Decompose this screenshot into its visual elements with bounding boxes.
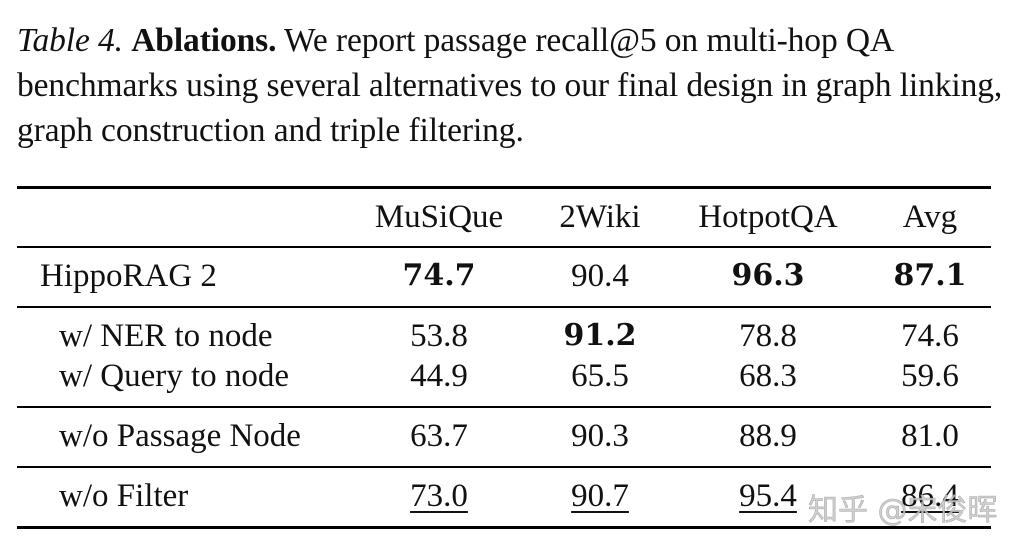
row-rule-2 [17,406,991,408]
cell-passage-2wiki: 90.3 [571,418,629,454]
cell-hipporag2-2wiki: 90.4 [571,258,629,294]
cell-filter-2wiki: 90.7 [525,476,675,516]
cell-filter-avg-value: 86.4 [901,478,959,514]
row-label-ner-to-node: w/ NER to node [59,318,273,354]
watermark: 知乎 @宋俊晖 [808,493,998,529]
bottom-rule [17,526,991,529]
cell-filter-musique-value: 73.0 [410,478,468,514]
cell-filter-musique: 73.0 [364,476,514,516]
caption-title: Ablations. [131,22,277,59]
cell-filter-hotpotqa: 95.4 [693,476,843,516]
cell-filter-2wiki-value: 90.7 [571,478,629,514]
cell-ner-avg: 74.6 [901,318,959,354]
caption-text: We report passage recall@5 on multi-hop … [17,22,1003,149]
cell-ner-hotpotqa: 78.8 [739,318,797,354]
cell-query-avg: 59.6 [901,358,959,394]
cell-hipporag2-hotpotqa: 96.3 [731,258,805,293]
row-rule-3 [17,466,991,468]
column-header-2wiki: 2Wiki [559,199,641,235]
cell-hipporag2-avg: 87.1 [893,258,967,293]
column-header-hotpotqa: HotpotQA [698,199,838,235]
header-rule [17,246,991,248]
cell-filter-avg: 86.4 [855,476,1005,516]
cell-passage-musique: 63.7 [410,418,468,454]
caption-label: Table 4. [17,22,123,59]
cell-query-hotpotqa: 68.3 [739,358,797,394]
row-label-query-to-node: w/ Query to node [59,358,290,394]
top-rule [17,186,991,189]
cell-ner-musique: 53.8 [410,318,468,354]
cell-query-2wiki: 65.5 [571,358,629,394]
row-label-no-filter: w/o Filter [59,478,189,514]
table-caption: Table 4. Ablations. We report passage re… [17,18,1017,153]
cell-query-musique: 44.9 [410,358,468,394]
column-header-avg: Avg [902,199,958,235]
row-label-no-passage-node: w/o Passage Node [59,418,301,454]
cell-passage-avg: 81.0 [901,418,959,454]
cell-filter-hotpotqa-value: 95.4 [739,478,797,514]
row-rule-1 [17,306,991,308]
row-label-hipporag2: HippoRAG 2 [40,258,217,294]
column-header-musique: MuSiQue [374,199,504,235]
cell-ner-2wiki: 91.2 [563,318,637,353]
cell-hipporag2-musique: 74.7 [402,258,476,293]
cell-passage-hotpotqa: 88.9 [739,418,797,454]
